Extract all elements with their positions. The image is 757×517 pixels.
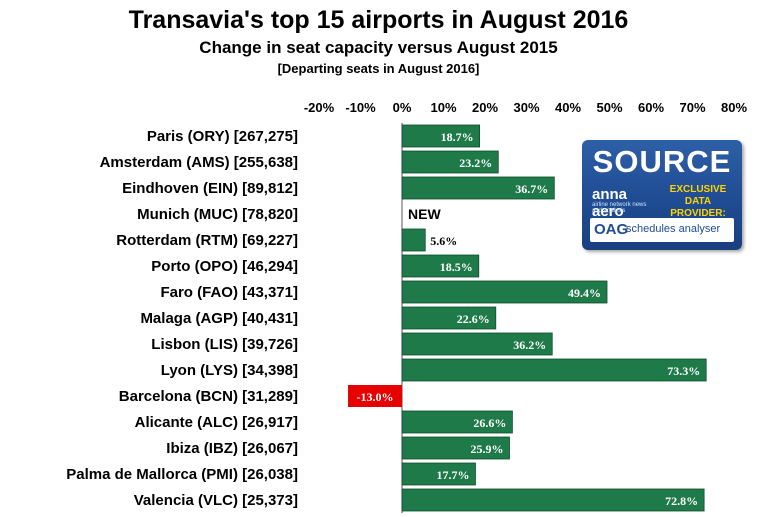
source-label: SOURCE: [592, 144, 732, 179]
value-label: 18.7%: [441, 130, 474, 144]
value-label: NEW: [408, 206, 441, 222]
bar: [401, 436, 510, 460]
chart-note: [Departing seats in August 2016]: [277, 61, 480, 76]
x-tick-label: 30%: [513, 100, 539, 115]
value-label: 36.7%: [515, 182, 548, 196]
x-tick-label: 80%: [721, 100, 747, 115]
x-tick-label: 60%: [638, 100, 664, 115]
bar: [401, 228, 426, 252]
oag-banner: OAG schedules analyser: [590, 218, 734, 242]
value-label: 26.6%: [473, 416, 506, 430]
x-tick-label: 50%: [596, 100, 622, 115]
x-tick-label: 40%: [555, 100, 581, 115]
anna-aero-tagline: airline network news and analysis: [592, 202, 647, 214]
category-label: Porto (OPO) [46,294]: [151, 258, 298, 275]
source-logo: SOURCE anna aero airline network news an…: [582, 140, 742, 250]
chart-title: Transavia's top 15 airports in August 20…: [128, 6, 629, 34]
exclusive-provider-label: EXCLUSIVE DATA PROVIDER:: [669, 184, 727, 219]
bar: [401, 410, 513, 434]
category-label: Eindhoven (EIN) [89,812]: [122, 180, 298, 197]
x-tick-label: 0%: [393, 100, 412, 115]
value-label: 72.8%: [665, 494, 698, 508]
category-label: Faro (FAO) [43,371]: [160, 284, 298, 301]
value-label: 5.6%: [430, 234, 457, 248]
bar: [401, 124, 481, 148]
value-label: 23.2%: [459, 156, 492, 170]
category-label: Palma de Mallorca (PMI) [26,038]: [66, 466, 298, 483]
oag-product-label: schedules analyser: [626, 223, 721, 235]
category-label: Lisbon (LIS) [39,726]: [151, 336, 298, 353]
bar: [401, 462, 476, 486]
value-label: 36.2%: [513, 338, 546, 352]
bar: [401, 254, 480, 278]
value-label: 17.7%: [436, 468, 469, 482]
bar: [401, 280, 608, 304]
x-tick-label: 70%: [679, 100, 705, 115]
category-label: Alicante (ALC) [26,917]: [135, 414, 298, 431]
category-label: Paris (ORY) [267,275]: [147, 128, 298, 145]
category-label: Lyon (LYS) [34,398]: [161, 362, 298, 379]
x-tick-label: -10%: [345, 100, 376, 115]
value-label: -13.0%: [357, 390, 394, 404]
category-label: Barcelona (BCN) [31,289]: [119, 388, 298, 405]
value-label: 73.3%: [667, 364, 700, 378]
anna-aero-logo: anna aero: [592, 186, 628, 220]
category-label: Rotterdam (RTM) [69,227]: [116, 232, 298, 249]
value-label: 22.6%: [457, 312, 490, 326]
x-tick-label: -20%: [304, 100, 335, 115]
bar: [348, 385, 402, 407]
category-label: Amsterdam (AMS) [255,638]: [100, 154, 298, 171]
bar: [401, 358, 707, 382]
chart-subtitle: Change in seat capacity versus August 20…: [199, 38, 558, 57]
bar: [401, 150, 499, 174]
category-label: Valencia (VLC) [25,373]: [134, 492, 298, 509]
category-label: Munich (MUC) [78,820]: [137, 206, 298, 223]
bar: [401, 488, 705, 512]
bar: [401, 332, 553, 356]
x-tick-label: 10%: [430, 100, 456, 115]
category-label: Ibiza (IBZ) [26,067]: [166, 440, 298, 457]
oag-logo: OAG: [594, 221, 629, 238]
bar: [401, 176, 555, 200]
value-label: 18.5%: [440, 260, 473, 274]
value-label: 25.9%: [470, 442, 503, 456]
value-label: 49.4%: [568, 286, 601, 300]
category-label: Malaga (AGP) [40,431]: [140, 310, 298, 327]
bar: [401, 306, 497, 330]
x-tick-label: 20%: [472, 100, 498, 115]
